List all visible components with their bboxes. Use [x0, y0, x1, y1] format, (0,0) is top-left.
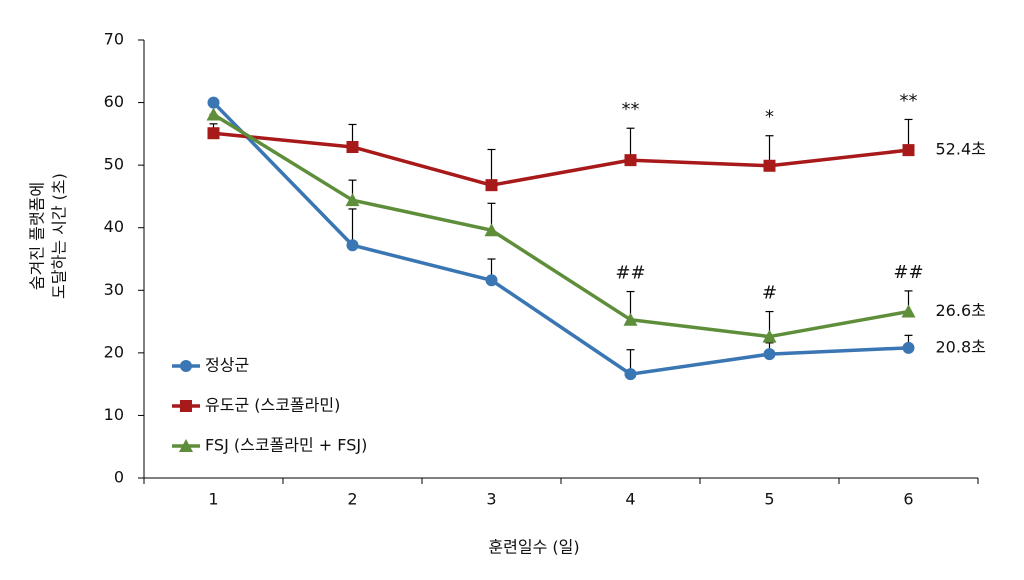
legend-label: 유도군 (스코폴라민): [205, 396, 340, 415]
legend-marker: [180, 400, 192, 412]
point: [902, 144, 915, 157]
point: [623, 312, 638, 326]
significance-mark: **: [622, 99, 640, 120]
x-tick-label: 5: [764, 490, 774, 509]
value-label: 20.8초: [936, 337, 986, 356]
point: [206, 107, 221, 121]
value-label: 52.4초: [936, 140, 986, 159]
significance-mark: #: [762, 283, 777, 304]
significance-mark: ##: [893, 262, 923, 283]
error-bar: [348, 208, 357, 246]
point: [902, 341, 915, 354]
point: [901, 304, 916, 318]
point: [762, 329, 777, 343]
y-tick-label: 60: [104, 92, 124, 111]
point: [484, 223, 499, 237]
point: [624, 154, 637, 167]
y-tick-label: 40: [104, 217, 124, 236]
legend-label: 정상군: [205, 356, 249, 375]
point: [485, 274, 498, 287]
y-tick-label: 70: [104, 30, 124, 49]
x-tick-label: 4: [625, 490, 635, 509]
y-axis-label-line: 도달하는 시간 (초): [50, 173, 69, 299]
point: [346, 140, 359, 153]
legend-label: FSJ (스코폴라민 + FSJ): [205, 436, 367, 455]
point: [485, 179, 498, 192]
significance-mark: ##: [615, 263, 645, 284]
series-line: [213, 131, 909, 187]
significance-mark: *: [765, 107, 774, 128]
series-line: [212, 112, 909, 339]
y-axis-label: 숨겨진 플랫폼에 도달하는 시간 (초): [28, 173, 69, 299]
legend-marker: [179, 439, 193, 452]
value-label: 26.6초: [936, 301, 986, 320]
point: [345, 193, 360, 207]
y-axis-label-line: 숨겨진 플랫폼에: [28, 182, 47, 290]
y-tick-label: 10: [104, 405, 124, 424]
point: [624, 368, 637, 381]
significance-mark: **: [900, 90, 918, 111]
y-tick-label: 30: [104, 280, 124, 299]
point: [763, 348, 776, 361]
x-axis-label: 훈련일수 (일): [488, 538, 579, 557]
legend-marker: [180, 360, 192, 372]
point: [207, 96, 220, 109]
point: [346, 239, 359, 252]
series-line: [212, 101, 909, 376]
x-tick-label: 3: [486, 490, 496, 509]
y-tick-label: 20: [104, 342, 124, 361]
x-tick-label: 1: [208, 490, 218, 509]
y-tick-label: 50: [104, 155, 124, 174]
x-tick-label: 6: [903, 490, 913, 509]
point: [207, 127, 220, 140]
point: [763, 159, 776, 172]
y-tick-label: 0: [114, 468, 124, 487]
x-tick-label: 2: [347, 490, 357, 509]
